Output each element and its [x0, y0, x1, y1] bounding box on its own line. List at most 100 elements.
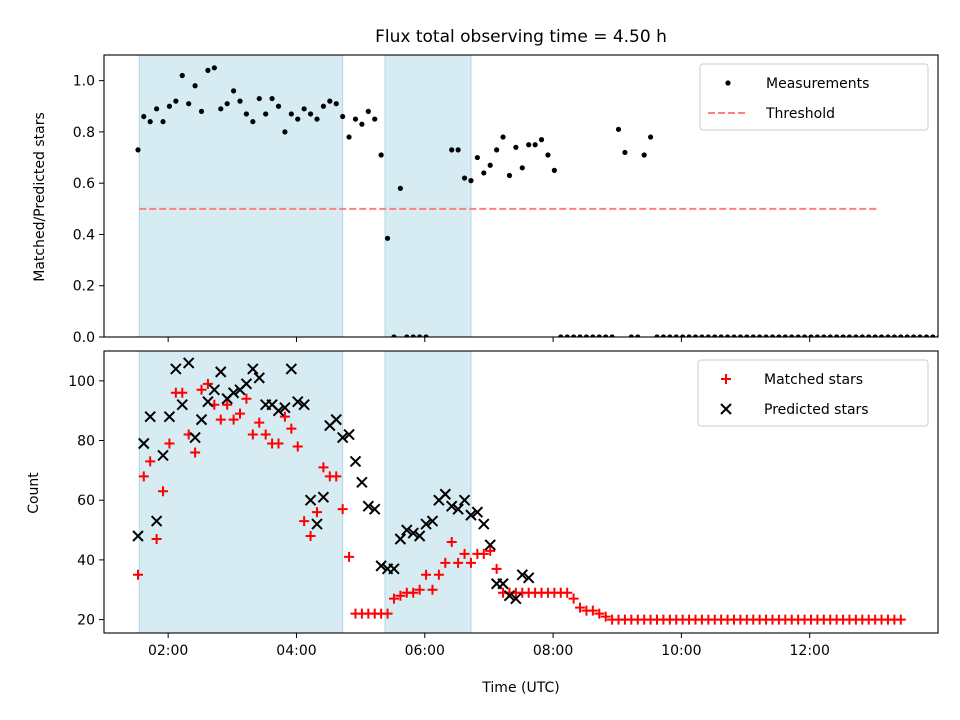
measurement-point: [622, 149, 628, 156]
matched-star-point: [485, 545, 496, 556]
measurement-point: [179, 72, 185, 79]
legend-label: Measurements: [766, 76, 869, 92]
measurement-point: [173, 98, 179, 104]
shaded-interval-top-1: [384, 55, 472, 337]
matched-star-point: [446, 536, 457, 547]
matched-star-point: [414, 584, 425, 595]
measurement-point: [827, 334, 833, 337]
predicted-star-point: [362, 500, 375, 512]
matched-star-point: [190, 447, 201, 458]
y-tick-label-bottom: 20: [77, 613, 95, 629]
y-tick-label-bottom: 40: [77, 553, 95, 569]
predicted-star-point: [189, 431, 201, 444]
measurement-point: [307, 111, 314, 117]
legend-marker-matched: [721, 374, 731, 384]
legend-box: [699, 63, 929, 131]
measurement-point: [250, 119, 256, 125]
measurement-point: [481, 170, 487, 176]
matched-star-point: [260, 429, 271, 440]
measurement-point: [455, 147, 461, 153]
predicted-star-point: [336, 431, 349, 444]
measurement-point: [943, 334, 948, 339]
axes-frame-top: [103, 54, 939, 338]
predicted-star-point: [182, 357, 195, 369]
predicted-star-point: [138, 437, 150, 450]
matched-star-point: [575, 602, 586, 613]
shaded-interval-top-0: [138, 55, 344, 337]
measurement-point: [404, 334, 410, 337]
y-tick-label-bottom: 100: [68, 374, 95, 390]
measurement-point: [641, 152, 647, 158]
measurement-point: [776, 334, 782, 337]
measurement-point: [295, 116, 301, 122]
measurement-point: [135, 147, 141, 153]
matched-star-point: [292, 441, 303, 452]
measurement-point: [782, 334, 788, 337]
measurement-point: [583, 334, 590, 337]
measurement-point: [801, 334, 808, 337]
measurement-point: [372, 116, 378, 122]
measurement-point: [256, 95, 262, 102]
legend-marker-measurements: [725, 80, 731, 86]
measurement-point: [911, 334, 917, 337]
measurement-point: [224, 101, 230, 107]
measurement-point: [917, 334, 923, 337]
matched-star-point: [562, 587, 573, 598]
measurement-point: [365, 108, 371, 114]
measurement-point: [320, 103, 327, 109]
measurement-point: [731, 334, 737, 337]
matched-star-point: [273, 438, 284, 449]
measurement-point: [564, 334, 570, 337]
matched-star-point: [241, 393, 252, 404]
measurement-point: [282, 129, 288, 135]
measurement-point: [680, 334, 686, 337]
measurement-point: [834, 334, 840, 337]
measurement-point: [288, 111, 294, 117]
shaded-interval-bottom-1: [384, 351, 472, 633]
measurement-point: [789, 334, 795, 337]
predicted-star-point: [176, 399, 188, 411]
plot-area-bottom: [132, 351, 906, 633]
predicted-star-point: [208, 384, 221, 396]
matched-star-point: [279, 411, 290, 422]
predicted-star-point: [132, 530, 144, 542]
measurement-point: [468, 178, 474, 184]
measurement-point: [513, 144, 519, 150]
measurement-point: [340, 113, 346, 120]
measurement-point: [950, 334, 955, 339]
measurement-point: [808, 334, 814, 337]
measurement-point: [667, 334, 673, 337]
predicted-star-point: [407, 527, 419, 539]
y-tick-label-top: 0.4: [73, 227, 95, 243]
matched-star-point: [215, 414, 226, 425]
legend-bottom: Matched stars Predicted stars: [697, 359, 929, 427]
legend-marker-predicted: [720, 403, 732, 415]
measurement-point: [571, 334, 577, 337]
measurement-point: [186, 101, 192, 107]
matched-star-point: [299, 516, 310, 527]
predicted-star-point: [163, 410, 176, 423]
predicted-star-point: [458, 494, 471, 506]
measurement-point: [821, 334, 827, 337]
predicted-star-point: [311, 518, 323, 530]
predicted-star-point: [516, 569, 528, 581]
predicted-star-point: [497, 578, 509, 590]
measurement-point: [461, 175, 468, 181]
predicted-star-point: [343, 428, 355, 441]
matched-star-point: [177, 387, 188, 398]
measurement-point: [384, 235, 391, 241]
measurement-point: [147, 119, 153, 125]
axes-frame-bottom: [103, 350, 939, 634]
measurement-point: [423, 334, 429, 337]
predicted-star-point: [522, 572, 535, 584]
y-tick-label-top: 0.2: [73, 279, 95, 295]
y-tick-label-top: 0.0: [73, 330, 95, 346]
measurement-point: [192, 83, 198, 89]
measurement-point: [237, 98, 243, 104]
measurement-point: [141, 113, 147, 120]
matched-star-point: [388, 593, 399, 604]
measurement-point: [545, 152, 551, 158]
measurement-point: [205, 67, 211, 73]
measurement-point: [673, 334, 679, 337]
measurement-point: [590, 334, 596, 337]
